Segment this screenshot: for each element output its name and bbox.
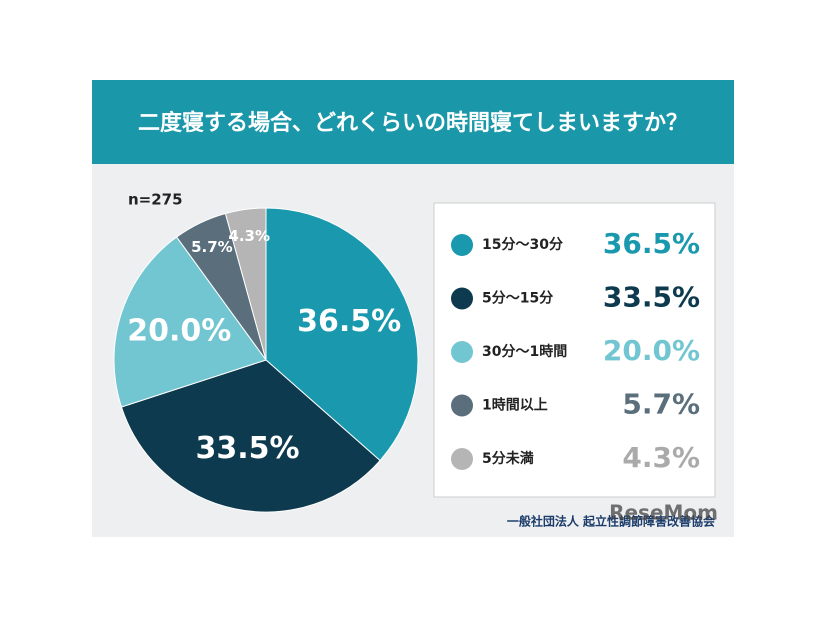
chart-title: 二度寝する場合、どれくらいの時間寝てしまいますか？	[138, 110, 688, 136]
legend-swatch	[451, 287, 473, 310]
legend-value: 36.5%	[603, 227, 700, 260]
legend-label: 5分〜15分	[482, 291, 553, 307]
slice-label: 33.5%	[195, 431, 299, 466]
sample-note: n=275	[128, 191, 183, 209]
slice-label: 20.0%	[127, 313, 231, 348]
legend-value: 20.0%	[603, 334, 700, 367]
slice-label: 4.3%	[228, 227, 270, 245]
legend-swatch	[451, 394, 473, 417]
slice-label: 5.7%	[191, 238, 233, 256]
pie-slice	[113, 236, 267, 408]
pie-slice	[224, 207, 267, 361]
slice-label: 36.5%	[297, 304, 401, 339]
legend-label: 5分未満	[482, 450, 534, 467]
legend-label: 30分〜1時間	[482, 343, 567, 360]
legend-swatch	[451, 448, 473, 470]
header	[92, 80, 734, 164]
legend-label: 1時間以上	[482, 397, 548, 414]
legend-label: 15分〜30分	[482, 237, 563, 253]
legend-swatch	[451, 341, 473, 363]
watermark: ReseMom	[609, 501, 718, 525]
legend-box	[433, 202, 716, 498]
pie-slice	[265, 207, 419, 462]
legend-value: 33.5%	[603, 281, 700, 314]
source: 一般社団法人 起立性調節障害改善協会	[507, 514, 716, 529]
legend-value: 5.7%	[622, 388, 700, 421]
pie-slice	[120, 359, 381, 513]
legend-value: 4.3%	[622, 441, 700, 474]
legend-swatch	[451, 234, 473, 256]
